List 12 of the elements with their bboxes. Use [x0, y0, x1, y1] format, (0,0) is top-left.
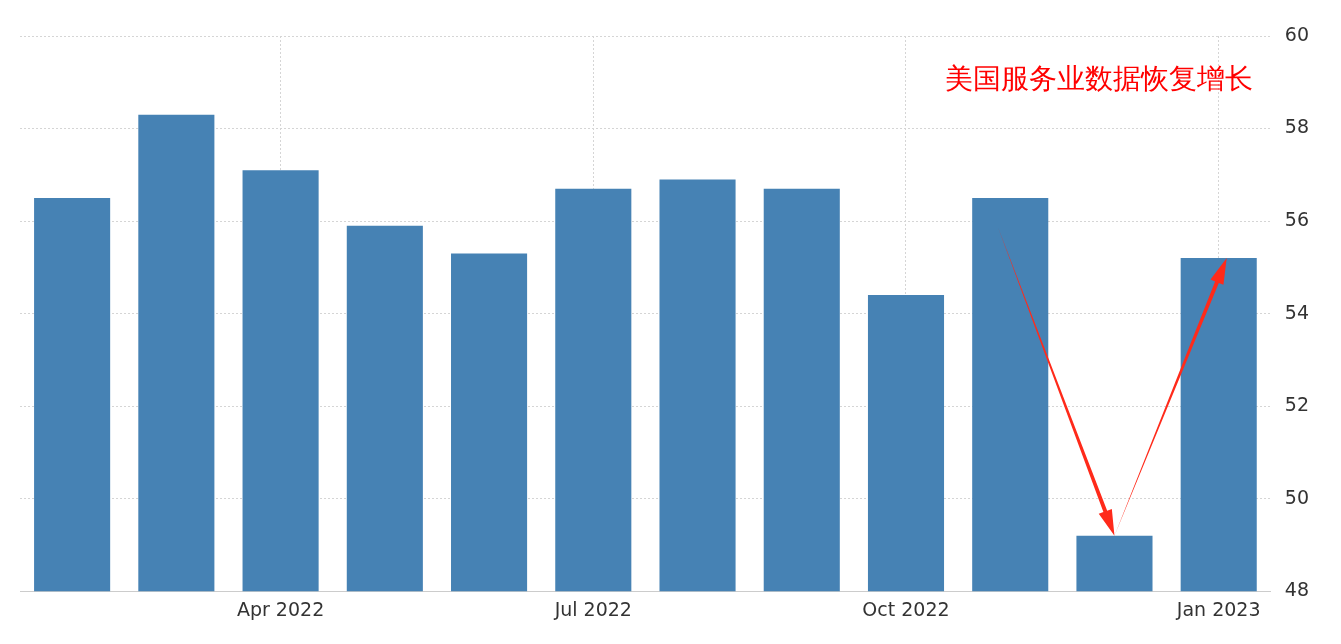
y-tick-label: 58	[1284, 115, 1310, 138]
y-tick-label: 60	[1284, 22, 1310, 45]
x-tick-label: Jul 2022	[553, 597, 632, 620]
x-tick-label: Oct 2022	[862, 597, 950, 620]
x-tick-label: Apr 2022	[236, 597, 325, 620]
x-tick-label: Jan 2023	[1175, 597, 1261, 620]
y-tick-label: 56	[1284, 208, 1310, 230]
y-tick-label: 50	[1284, 485, 1310, 508]
annotation: 美国服务业数据恢复增长	[944, 62, 1253, 96]
y-tick-label: 52	[1284, 393, 1310, 416]
y-tick-label: 48	[1284, 578, 1310, 601]
y-tick-label: 54	[1284, 300, 1310, 323]
